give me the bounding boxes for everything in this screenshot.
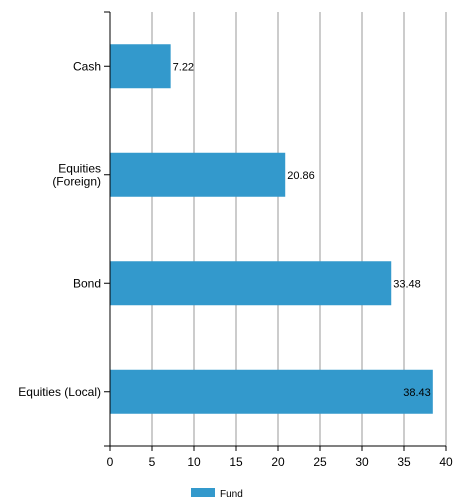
category-label-3-0: Equities (Local) [18, 385, 101, 399]
category-label-2-0: Bond [73, 276, 101, 290]
x-tick-labels: 0 5 10 15 20 25 30 35 40 [107, 455, 453, 469]
x-tick-label-5: 5 [149, 455, 156, 469]
legend: Fund [191, 488, 243, 500]
axes [104, 11, 447, 451]
x-tick-label-25: 25 [313, 455, 327, 469]
value-label-0: 7.22 [173, 61, 194, 73]
category-label-0-0: Cash [73, 59, 101, 73]
bar-3 [110, 369, 433, 414]
x-tick-label-10: 10 [187, 455, 201, 469]
bar-0 [110, 44, 171, 89]
legend-swatch-fund [191, 488, 215, 497]
category-label-1-0: Equities [58, 161, 101, 175]
legend-label-fund: Fund [220, 489, 243, 500]
value-label-2: 33.48 [393, 278, 421, 290]
category-label-1-1: (Foreign) [52, 174, 101, 188]
x-tick-label-30: 30 [355, 455, 369, 469]
grid-lines [151, 12, 447, 446]
x-tick-label-35: 35 [397, 455, 411, 469]
category-labels: Cash Equities(Foreign) Bond Equities (Local… [18, 59, 101, 399]
bars: 7.22 20.86 33.48 38.43 [110, 44, 433, 414]
x-tick-label-20: 20 [271, 455, 285, 469]
bar-1 [110, 152, 286, 197]
value-label-1: 20.86 [287, 170, 315, 182]
x-tick-label-15: 15 [229, 455, 243, 469]
x-tick-label-0: 0 [107, 455, 114, 469]
x-tick-label-40: 40 [439, 455, 453, 469]
bar-2 [110, 261, 392, 306]
value-label-3: 38.43 [403, 387, 431, 399]
